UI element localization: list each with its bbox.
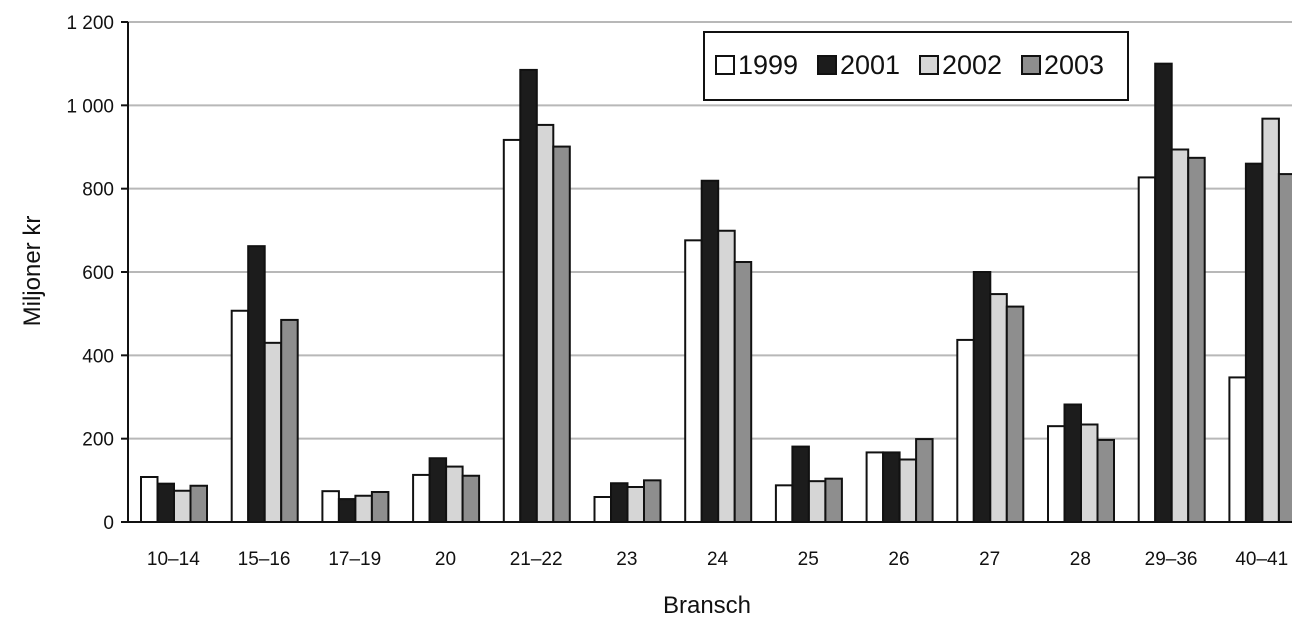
- legend-items: 1999 2001 2002 2003: [715, 50, 1104, 80]
- y-tick-label: 400: [82, 346, 114, 367]
- bar-2003-25: [824, 477, 843, 523]
- bar-2002-17–19: [354, 494, 373, 523]
- bar-2002-40–41: [1261, 117, 1280, 524]
- bar-2001-23: [610, 482, 629, 523]
- y-tick-label: 800: [82, 180, 114, 201]
- bar-1999-20: [412, 473, 431, 523]
- bars: [140, 62, 1292, 524]
- bar-1999-26: [865, 451, 885, 523]
- bar-2001-17–19: [337, 498, 357, 524]
- bar-2001-21–22: [519, 68, 538, 524]
- legend-swatch-2001: [817, 55, 837, 75]
- bar-1999-21–22: [502, 138, 522, 524]
- y-axis-label: Miljoner kr: [19, 216, 46, 327]
- bar-2002-26: [898, 458, 918, 523]
- bar-2003-40–41: [1277, 173, 1292, 523]
- x-tick-label: 17–19: [328, 549, 381, 570]
- bar-2003-17–19: [370, 491, 390, 523]
- bar-1999-29–36: [1137, 176, 1157, 524]
- x-tick-label: 10–14: [147, 549, 200, 570]
- legend-label-2001: 2001: [840, 50, 900, 80]
- bar-2003-29–36: [1187, 156, 1206, 523]
- bar-1999-28: [1047, 425, 1066, 523]
- x-tick-label: 25: [798, 549, 819, 570]
- bar-2002-25: [807, 480, 827, 523]
- bar-2003-26: [915, 438, 934, 524]
- legend-label-1999: 1999: [738, 50, 798, 80]
- bar-1999-17–19: [321, 490, 340, 523]
- legend-label-2002: 2002: [942, 50, 1002, 80]
- x-tick-label: 28: [1070, 549, 1091, 570]
- bar-1999-27: [956, 338, 975, 523]
- x-axis-label: Bransch: [663, 592, 751, 619]
- legend-swatch-2003: [1021, 55, 1041, 75]
- x-tick-label: 21–22: [510, 549, 563, 570]
- bar-2003-20: [461, 474, 481, 523]
- x-tick-label: 27: [979, 549, 1000, 570]
- bar-1999-15–16: [230, 309, 250, 523]
- bar-2002-21–22: [535, 123, 555, 524]
- x-tick-label: 26: [888, 549, 909, 570]
- bar-2002-15–16: [263, 341, 283, 524]
- legend-swatch-1999: [715, 55, 735, 75]
- bar-2001-29–36: [1154, 62, 1173, 524]
- bar-2003-23: [643, 479, 662, 524]
- legend-label-2003: 2003: [1044, 50, 1104, 80]
- bar-2002-20: [445, 465, 464, 524]
- bar-2001-25: [791, 445, 810, 524]
- bar-1999-23: [593, 496, 612, 523]
- legend-swatch-2002: [919, 55, 939, 75]
- bar-1999-24: [684, 239, 703, 523]
- bar-2003-15–16: [280, 318, 299, 523]
- bar-2001-28: [1063, 403, 1082, 523]
- y-tick-label: 1 200: [66, 13, 114, 34]
- y-tick-label: 600: [82, 263, 114, 284]
- bar-2001-40–41: [1244, 162, 1264, 524]
- y-tick-label: 1 000: [66, 96, 114, 117]
- bar-1999-25: [774, 484, 794, 524]
- tick-labels: 0 200 400 600 800 1 000 1 200 10–14 15–16 17–19 20…: [66, 13, 1288, 570]
- x-tick-label: 24: [707, 549, 729, 570]
- bar-2003-21–22: [552, 145, 571, 523]
- y-tick-label: 0: [103, 513, 114, 534]
- legend: 1999 2001 2002 2003: [703, 31, 1129, 101]
- bar-2003-28: [1096, 438, 1115, 523]
- x-tick-label: 40–41: [1235, 549, 1288, 570]
- bar-2002-28: [1080, 423, 1099, 523]
- bar-2003-27: [1005, 305, 1025, 524]
- x-tick-label: 20: [435, 549, 456, 570]
- bar-2002-24: [717, 229, 736, 523]
- x-tick-label: 29–36: [1145, 549, 1198, 570]
- bar-2002-23: [626, 486, 645, 523]
- axes: [121, 21, 1292, 523]
- bar-2001-15–16: [247, 245, 266, 524]
- bar-2001-26: [882, 451, 901, 523]
- bar-2002-27: [989, 293, 1008, 524]
- x-tick-label: 15–16: [238, 549, 291, 570]
- legend-frame: [703, 31, 1129, 101]
- bar-2003-24: [733, 261, 753, 523]
- bar-2001-10–14: [156, 482, 175, 523]
- bar-2001-24: [700, 179, 720, 523]
- bar-1999-10–14: [140, 476, 159, 523]
- bar-2002-29–36: [1170, 148, 1190, 523]
- bar-1999-40–41: [1228, 376, 1247, 523]
- y-tick-label: 200: [82, 430, 114, 451]
- bar-2001-20: [428, 457, 448, 523]
- x-tick-label: 23: [616, 549, 637, 570]
- bar-2002-10–14: [173, 489, 192, 523]
- bar-2001-27: [972, 271, 992, 523]
- bar-2003-10–14: [189, 484, 208, 523]
